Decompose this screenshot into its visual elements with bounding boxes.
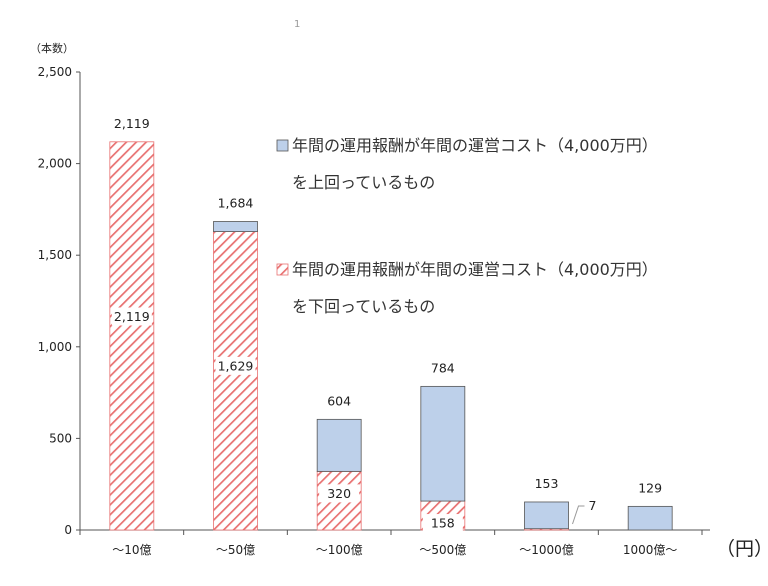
x-tick-label: ～100億 (316, 543, 363, 557)
total-label: 604 (327, 393, 351, 408)
label-background (422, 514, 463, 533)
y-axis-unit-label: （本数） (30, 41, 74, 55)
y-tick-label: 1,000 (38, 340, 72, 354)
bar-above-segment (316, 418, 362, 472)
label-background (111, 307, 152, 326)
x-tick-label: 1000億～ (623, 543, 678, 557)
below-segment-label: 7 (589, 498, 597, 513)
y-tick-label: 1,500 (38, 248, 72, 262)
y-axis: 0 500 1,000 1,500 2,000 2,500 (38, 65, 81, 537)
bar-above-segment (627, 505, 673, 531)
below-segment-label: 158 (431, 516, 455, 531)
y-tick-label: 2,500 (38, 65, 72, 79)
y-tick-label: 0 (64, 523, 72, 537)
x-tick-label: ～10億 (112, 543, 151, 557)
below-segment-label: 2,119 (114, 309, 150, 324)
legend-above-line1: 年間の運用報酬が年間の運営コスト（4,000万円） (292, 136, 658, 155)
bar-below-segment (213, 231, 258, 531)
x-axis: ～10億 ～50億 ～100億 ～500億 ～1000億 1000億～ (79, 529, 710, 557)
total-label: 129 (638, 480, 662, 495)
label-background (215, 356, 256, 375)
label-background (319, 484, 360, 503)
x-tick-label: ～50億 (216, 543, 255, 557)
x-tick-label: ～1000億 (519, 543, 574, 557)
total-label: 153 (535, 476, 559, 491)
data-labels-layer: 2,119 2,119 1,684 1,629 604 320 784 158 153 7 129 (111, 116, 662, 533)
total-label: 1,684 (218, 195, 254, 210)
bar-above-segment (420, 385, 466, 502)
legend: 年間の運用報酬が年間の運営コスト（4,000万円） を上回っているもの 年間の運… (276, 136, 658, 316)
below-segment-label: 320 (327, 486, 351, 501)
x-tick-label: ～500億 (419, 543, 466, 557)
below-segment-label: 1,629 (218, 358, 254, 373)
bar-above-segment (524, 501, 569, 530)
legend-below-line1: 年間の運用報酬が年間の運営コスト（4,000万円） (292, 260, 658, 279)
legend-below-line2: を下回っているもの (292, 297, 435, 316)
leader-line (572, 505, 585, 525)
bars-layer (109, 141, 673, 531)
legend-above-line2: を上回っているもの (292, 173, 435, 192)
bar-above-segment (213, 221, 258, 232)
legend-swatch-above (276, 139, 289, 152)
y-tick-label: 500 (49, 431, 72, 445)
x-axis-unit-label: （円） (716, 538, 768, 560)
total-label: 2,119 (114, 116, 150, 131)
total-label: 784 (431, 360, 455, 375)
legend-swatch-below (276, 263, 289, 276)
bar-below-segment (109, 141, 155, 531)
y-tick-label: 2,000 (38, 157, 72, 171)
stray-tick-mark: 1 (294, 19, 300, 30)
